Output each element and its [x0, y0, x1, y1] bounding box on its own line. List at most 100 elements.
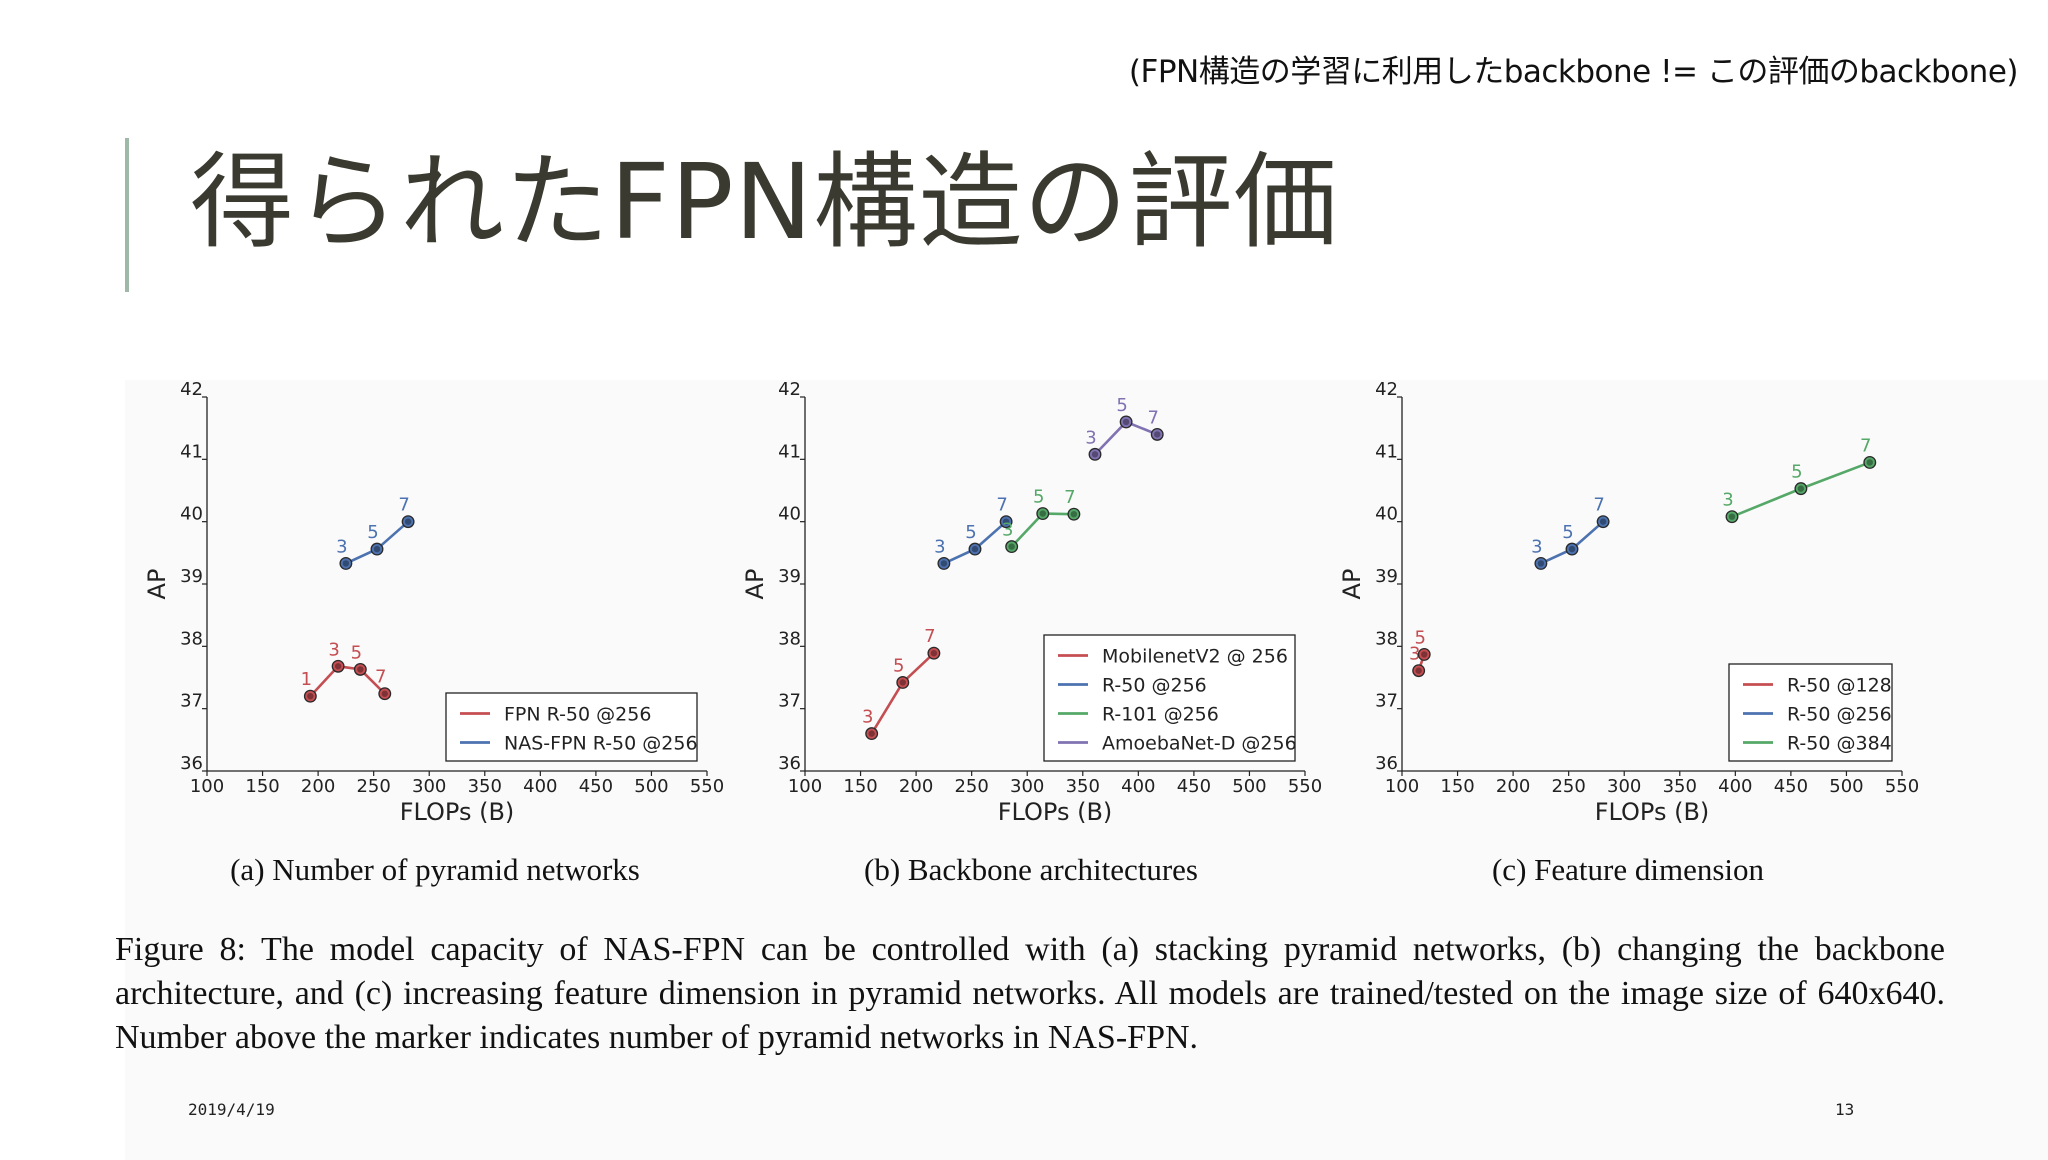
x-tick-label: 250 — [954, 776, 988, 797]
data-point-center — [868, 730, 875, 737]
point-label: 7 — [398, 495, 409, 516]
y-tick-label: 39 — [778, 566, 801, 587]
data-point — [865, 727, 879, 741]
data-point-center — [971, 545, 979, 553]
data-point — [1565, 542, 1579, 556]
point-label: 3 — [1085, 427, 1096, 448]
point-label: 5 — [1791, 462, 1802, 483]
y-tick-label: 40 — [180, 504, 203, 525]
x-tick-label: 150 — [843, 776, 877, 797]
figure-caption: Figure 8: The model capacity of NAS-FPN … — [115, 931, 1945, 1056]
point-label: 7 — [924, 626, 935, 647]
x-tick-label: 550 — [1288, 776, 1322, 797]
data-point-center — [1091, 451, 1099, 458]
data-point-center — [1537, 560, 1545, 567]
y-axis-label: AP — [143, 569, 171, 600]
data-point-center — [1070, 510, 1078, 518]
y-tick-label: 37 — [778, 691, 801, 712]
series-line — [309, 664, 386, 698]
data-point — [303, 689, 317, 703]
x-tick-label: 500 — [1829, 776, 1863, 797]
legend-label: FPN R-50 @256 — [504, 704, 651, 726]
data-point — [1596, 515, 1610, 529]
data-point — [353, 662, 367, 676]
data-point — [1119, 415, 1133, 429]
x-tick-label: 350 — [1663, 776, 1697, 797]
x-tick-label: 450 — [1177, 776, 1211, 797]
point-label: 7 — [1593, 495, 1604, 516]
legend-box — [445, 692, 698, 762]
point-label: 3 — [862, 707, 873, 728]
y-tick-label: 38 — [1375, 628, 1398, 649]
data-point — [896, 676, 910, 689]
x-tick-label: 200 — [899, 776, 933, 797]
data-point — [378, 687, 392, 701]
slide-date: 2019/4/19 — [188, 1100, 275, 1119]
data-point-center — [373, 545, 381, 553]
point-label: 7 — [1064, 487, 1075, 508]
x-tick-label: 300 — [1010, 776, 1044, 797]
data-point-center — [357, 666, 364, 673]
x-tick-label: 200 — [1496, 776, 1530, 797]
data-point — [968, 542, 982, 556]
y-tick-label: 41 — [1375, 441, 1398, 462]
x-tick-label: 250 — [1551, 776, 1585, 797]
point-label: 7 — [996, 495, 1007, 516]
y-tick-label: 42 — [778, 380, 801, 400]
legend-label: R-101 @256 — [1102, 704, 1219, 726]
data-point-center — [1599, 518, 1607, 525]
data-point — [401, 515, 415, 529]
data-point — [937, 556, 951, 570]
data-point — [1036, 507, 1050, 521]
point-label: 7 — [1860, 435, 1871, 456]
x-tick-label: 400 — [523, 776, 557, 797]
data-point-center — [930, 649, 938, 657]
title-accent-bar — [125, 138, 129, 292]
figure-panel: 36 37 38 39 40 41 42 100 150 200 250 300 350 400 450 50… — [125, 380, 2048, 1160]
point-label: 5 — [1562, 522, 1573, 543]
data-point-center — [307, 693, 314, 700]
data-point — [1725, 510, 1739, 524]
x-tick-label: 300 — [412, 776, 446, 797]
y-tick-label: 42 — [180, 380, 203, 400]
x-tick-label: 100 — [1385, 776, 1419, 797]
y-tick-label: 42 — [1375, 380, 1398, 400]
y-tick-label: 36 — [180, 753, 203, 774]
data-point — [1067, 507, 1081, 521]
page-number: 13 — [1835, 1100, 1855, 1119]
point-label: 3 — [336, 536, 347, 557]
data-point — [1150, 427, 1164, 441]
x-tick-label: 250 — [356, 776, 390, 797]
y-tick-label: 41 — [778, 441, 801, 462]
legend-label: R-50 @256 — [1102, 675, 1207, 697]
data-point-center — [1415, 667, 1422, 674]
data-point-center — [899, 679, 906, 686]
legend-label: NAS-FPN R-50 @256 — [504, 733, 698, 755]
data-point — [1794, 482, 1808, 496]
data-point — [1534, 556, 1548, 570]
data-point — [927, 646, 941, 660]
x-tick-label: 200 — [301, 776, 335, 797]
point-label: 5 — [351, 642, 362, 663]
point-label: 1 — [301, 669, 312, 690]
data-point — [1412, 664, 1426, 678]
point-label: 5 — [1116, 395, 1127, 416]
x-tick-label: 150 — [1440, 776, 1474, 797]
data-point-center — [1797, 485, 1805, 492]
data-point — [339, 556, 353, 570]
slide-note: (FPN構造の学習に利用したbackbone != この評価のbackbone) — [1128, 54, 2019, 90]
point-label: 3 — [934, 536, 945, 557]
point-label: 5 — [965, 522, 976, 543]
point-label: 7 — [375, 667, 386, 688]
data-point-center — [381, 690, 388, 697]
x-tick-label: 500 — [1232, 776, 1266, 797]
subcaption-c: (c) Feature dimension — [1491, 852, 1765, 887]
legend-label: R-50 @384 — [1787, 733, 1892, 755]
x-tick-label: 400 — [1718, 776, 1752, 797]
data-point — [1417, 647, 1431, 661]
y-tick-label: 39 — [1375, 566, 1398, 587]
data-point — [331, 659, 345, 673]
y-tick-label: 37 — [180, 691, 203, 712]
